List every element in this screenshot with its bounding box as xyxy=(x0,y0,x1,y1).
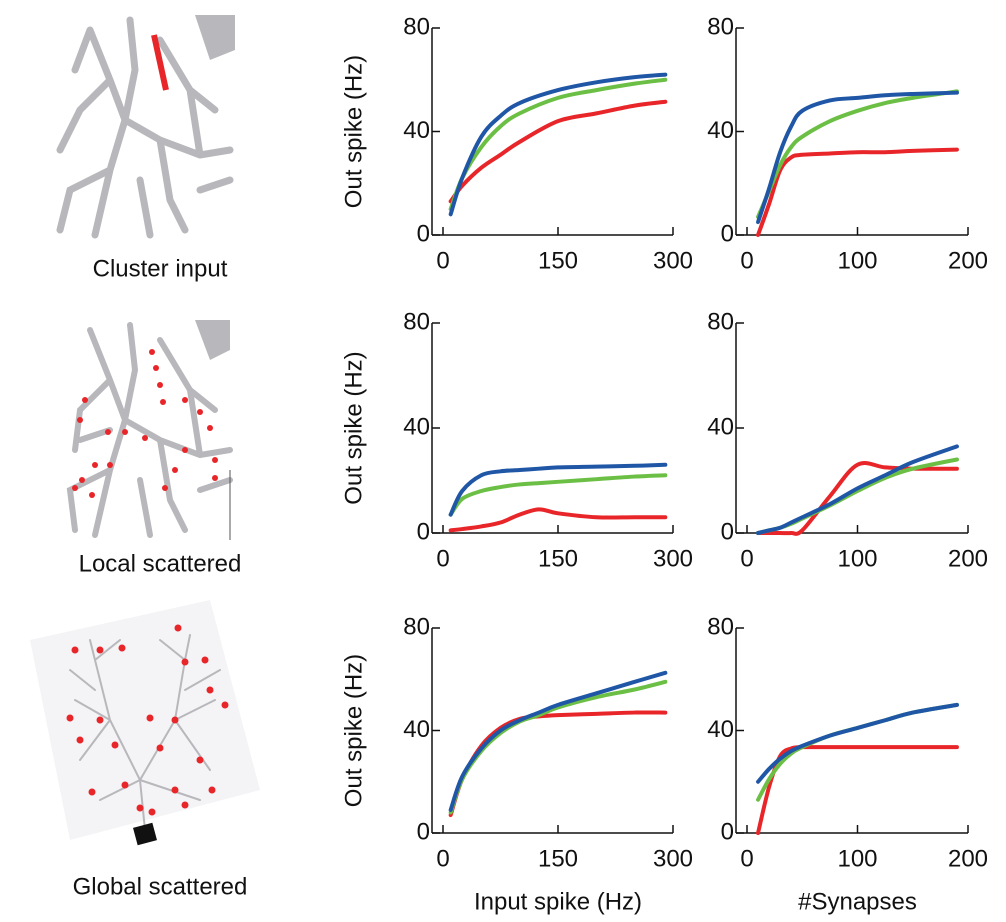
y-tick-label: 80 xyxy=(707,308,734,335)
series-line xyxy=(756,745,959,835)
x-tick-label: 200 xyxy=(948,545,988,572)
x-tick-label: 200 xyxy=(948,845,988,872)
y-tick-label: 80 xyxy=(707,613,734,640)
y-tick-label: 40 xyxy=(707,413,734,440)
y-tick-label: 40 xyxy=(403,413,430,440)
y-tick-label: 0 xyxy=(417,220,430,247)
x-axis-label: Input spike (Hz) xyxy=(474,888,642,915)
y-axis-label: Out spike (Hz) xyxy=(340,654,367,807)
series-line xyxy=(448,462,668,517)
series-line xyxy=(448,77,668,212)
series-line xyxy=(448,507,668,533)
series-line xyxy=(756,90,959,225)
series-line xyxy=(756,89,959,219)
y-tick-label: 80 xyxy=(403,613,430,640)
x-tick-label: 0 xyxy=(436,247,449,274)
neuron-local xyxy=(66,320,233,540)
x-tick-label: 100 xyxy=(837,545,877,572)
y-tick-label: 80 xyxy=(403,308,430,335)
neuron-global xyxy=(30,600,260,846)
x-tick-label: 200 xyxy=(948,247,988,274)
x-tick-label: 0 xyxy=(740,845,753,872)
series-line xyxy=(448,473,668,517)
y-tick-label: 0 xyxy=(721,518,734,545)
y-tick-label: 40 xyxy=(707,117,734,144)
x-tick-label: 0 xyxy=(740,247,753,274)
y-tick-label: 40 xyxy=(403,117,430,144)
y-tick-label: 40 xyxy=(403,716,430,743)
x-tick-label: 300 xyxy=(653,545,693,572)
x-tick-label: 150 xyxy=(538,545,578,572)
y-tick-label: 80 xyxy=(707,13,734,40)
x-tick-label: 0 xyxy=(436,545,449,572)
series-line xyxy=(756,444,959,535)
row-label: Global scattered xyxy=(73,873,248,900)
y-tick-label: 40 xyxy=(707,716,734,743)
series-line xyxy=(448,710,668,818)
y-tick-label: 0 xyxy=(417,818,430,845)
x-tick-label: 300 xyxy=(653,247,693,274)
row-label: Local scattered xyxy=(79,550,242,577)
row-label: Cluster input xyxy=(93,255,228,282)
x-tick-label: 150 xyxy=(538,845,578,872)
y-tick-label: 0 xyxy=(417,518,430,545)
series-line xyxy=(448,72,668,217)
x-tick-label: 300 xyxy=(653,845,693,872)
y-tick-label: 80 xyxy=(403,13,430,40)
series-line xyxy=(756,147,959,237)
y-axis-label: Out spike (Hz) xyxy=(340,55,367,208)
x-axis-label: #Synapses xyxy=(798,888,917,915)
x-tick-label: 0 xyxy=(436,845,449,872)
x-tick-label: 100 xyxy=(837,845,877,872)
x-tick-label: 150 xyxy=(538,247,578,274)
y-axis-label: Out spike (Hz) xyxy=(340,351,367,504)
x-tick-label: 100 xyxy=(837,247,877,274)
series-line xyxy=(448,99,668,204)
series-line xyxy=(756,702,959,784)
series-line xyxy=(448,670,668,812)
neuron-cluster xyxy=(56,15,235,239)
y-tick-label: 0 xyxy=(721,220,734,247)
y-tick-label: 0 xyxy=(721,818,734,845)
x-tick-label: 0 xyxy=(740,545,753,572)
